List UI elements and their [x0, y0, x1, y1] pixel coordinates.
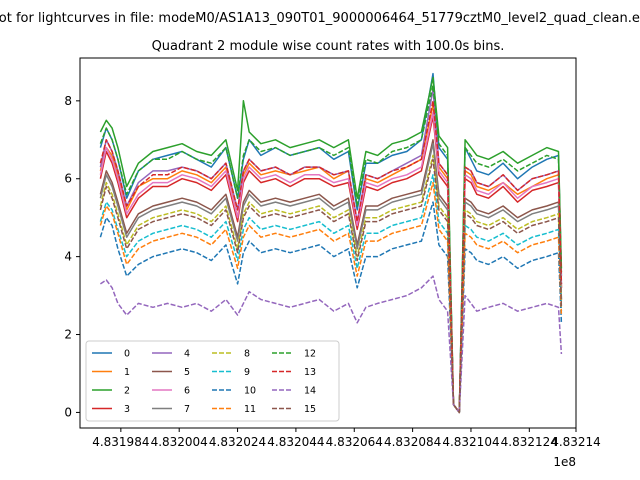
y-tick-label: 6	[64, 172, 72, 186]
x-tick-label: 4.83214	[551, 435, 601, 449]
series-line-10	[99, 201, 563, 414]
plot-frame	[79, 57, 577, 429]
y-tick-label: 0	[64, 405, 72, 419]
legend-label-8: 8	[244, 349, 250, 360]
y-tick-label: 8	[64, 94, 72, 108]
series-line-15	[99, 158, 563, 414]
series-lines	[99, 72, 563, 414]
legend-label-2: 2	[124, 386, 130, 397]
legend-label-5: 5	[184, 367, 190, 378]
x-tick-label: 4.832044	[267, 435, 324, 449]
x-tick-label: 4.832104	[442, 435, 499, 449]
legend-label-4: 4	[184, 349, 190, 360]
legend-frame	[85, 340, 340, 422]
series-line-7	[99, 142, 563, 414]
x-tick-label: 4.832064	[326, 435, 383, 449]
series-line-8	[99, 154, 563, 414]
x-tick-label: 4.832004	[151, 435, 208, 449]
x-tick-label: 4.831984	[92, 435, 149, 449]
chart-title: Quadrant 2 module wise count rates with …	[152, 39, 505, 54]
legend-label-15: 15	[304, 404, 316, 415]
axis-ticks: 4.831984 4.832004 4.832024 4.832044 4.832064…	[64, 94, 600, 449]
legend-label-1: 1	[124, 367, 130, 378]
figure-suptitle: Plot for lightcurves in file: modeM0/AS1…	[0, 11, 640, 26]
series-line-5	[99, 139, 563, 414]
y-tick-label: 2	[64, 328, 72, 342]
legend-label-3: 3	[124, 404, 130, 415]
legend-label-10: 10	[244, 386, 256, 397]
x-tick-label: 4.832024	[209, 435, 266, 449]
series-line-13	[99, 100, 563, 414]
series-line-11	[99, 181, 563, 414]
x-offset-label: 1e8	[553, 455, 576, 469]
legend-label-6: 6	[184, 386, 190, 397]
x-tick-label: 4.832124	[501, 435, 558, 449]
y-tick-label: 4	[64, 250, 72, 264]
series-line-9	[99, 174, 563, 414]
legend-label-12: 12	[304, 349, 316, 360]
legend-label-7: 7	[184, 404, 190, 415]
legend-label-14: 14	[304, 386, 316, 397]
legend-label-13: 13	[304, 367, 316, 378]
series-line-14	[99, 275, 563, 414]
x-tick-label: 4.832084	[384, 435, 441, 449]
legend-label-9: 9	[244, 367, 250, 378]
series-line-12	[99, 84, 563, 414]
legend-label-0: 0	[124, 349, 130, 360]
series-line-6	[99, 111, 563, 414]
legend-label-11: 11	[244, 404, 256, 415]
series-line-2	[99, 76, 563, 414]
